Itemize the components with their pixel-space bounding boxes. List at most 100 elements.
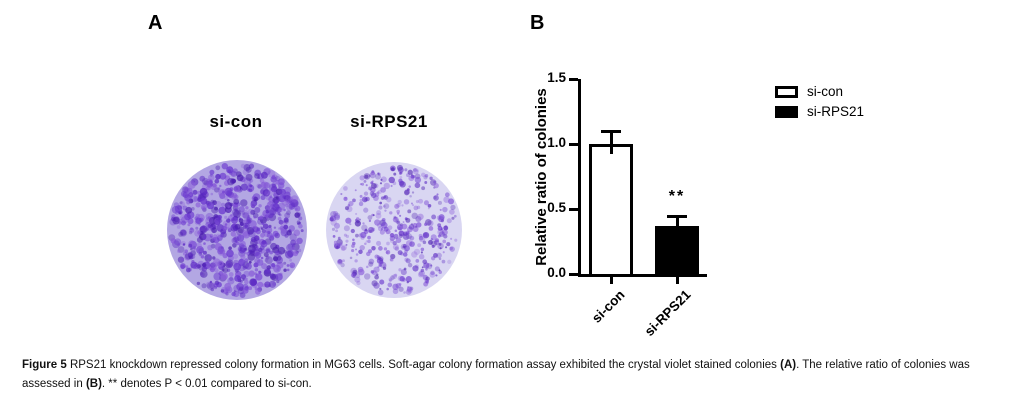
colony-speck	[355, 248, 357, 251]
colony-speck	[209, 169, 215, 175]
colony-speck	[368, 174, 372, 177]
colony-speck	[203, 242, 206, 245]
colony-speck	[278, 227, 281, 230]
colony-speck	[176, 225, 181, 229]
colony-speck	[230, 231, 236, 237]
colony-speck	[207, 244, 213, 251]
colony-speck	[188, 243, 193, 248]
colony-speck	[388, 277, 393, 282]
legend-label: si-RPS21	[807, 104, 865, 119]
colony-speck	[347, 204, 351, 207]
colony-speck	[245, 206, 249, 210]
colony-speck	[333, 214, 340, 221]
colony-speck	[211, 227, 217, 234]
colony-speck	[269, 250, 273, 255]
colony-speck	[355, 253, 359, 256]
colony-speck	[265, 195, 271, 201]
colony-speck	[199, 225, 208, 234]
colony-speck	[334, 244, 339, 249]
colony-speck	[418, 235, 426, 243]
colony-speck	[240, 254, 246, 260]
colony-speck	[272, 282, 276, 286]
colony-speck	[355, 217, 360, 221]
colony-speck	[289, 262, 296, 269]
colony-speck	[186, 200, 191, 205]
error-bar-cap	[667, 214, 687, 218]
colony-speck	[248, 245, 256, 253]
colony-speck	[198, 252, 203, 256]
colony-speck	[274, 250, 280, 255]
colony-speck	[278, 182, 285, 189]
colony-speck	[350, 272, 356, 278]
colony-speck	[192, 189, 198, 195]
colony-speck	[298, 216, 303, 221]
colony-speck	[333, 242, 341, 250]
colony-speck	[377, 265, 380, 269]
colony-speck	[227, 205, 231, 209]
colony-speck	[393, 215, 397, 219]
colony-speck	[386, 241, 390, 246]
colony-speck	[277, 216, 282, 221]
colony-speck	[180, 190, 187, 197]
colony-speck	[226, 218, 231, 223]
colony-speck	[403, 252, 408, 257]
colony-speck	[286, 210, 291, 216]
colony-speck	[190, 247, 193, 251]
colony-speck	[286, 264, 290, 267]
colony-speck	[428, 226, 434, 231]
colony-speck	[363, 173, 371, 180]
y-axis	[578, 79, 581, 277]
colony-speck	[379, 201, 383, 205]
colony-speck	[269, 234, 275, 240]
colony-speck	[363, 207, 369, 213]
colony-speck	[259, 178, 265, 183]
colony-speck	[180, 214, 187, 221]
x-tick	[675, 277, 679, 284]
colony-speck	[385, 250, 391, 255]
colony-speck	[392, 283, 399, 291]
colony-speck	[364, 174, 369, 179]
colony-speck	[260, 232, 265, 238]
figure-caption: Figure 5 RPS21 knockdown repressed colon…	[22, 356, 1014, 394]
colony-speck	[264, 268, 271, 275]
colony-speck	[270, 242, 278, 250]
colony-speck	[205, 200, 210, 205]
colony-speck	[188, 192, 194, 197]
colony-speck	[231, 291, 236, 297]
colony-speck	[201, 206, 206, 211]
colony-speck	[438, 231, 445, 237]
colony-speck	[206, 202, 214, 210]
colony-speck	[229, 276, 234, 281]
colony-speck	[450, 204, 456, 210]
colony-speck	[268, 280, 277, 288]
colony-speck	[272, 174, 275, 178]
colony-speck	[195, 226, 199, 230]
colony-speck	[277, 256, 283, 262]
colony-speck	[370, 192, 377, 199]
colony-speck	[257, 176, 261, 180]
colony-speck	[248, 286, 253, 291]
colony-speck	[291, 246, 296, 251]
colony-speck	[239, 279, 243, 283]
colony-speck	[433, 195, 439, 201]
colony-speck	[287, 198, 293, 204]
colony-speck	[430, 264, 433, 267]
colony-speck	[383, 205, 386, 208]
colony-speck	[335, 229, 339, 233]
colony-speck	[341, 244, 347, 251]
colony-speck	[426, 263, 433, 270]
colony-speck	[255, 273, 263, 281]
colony-speck	[338, 242, 343, 247]
colony-speck	[185, 265, 189, 269]
y-tick	[569, 208, 578, 211]
colony-speck	[260, 187, 269, 196]
colony-speck	[225, 292, 229, 296]
colony-speck	[246, 217, 251, 222]
colony-speck	[174, 205, 183, 213]
y-tick-label: 0.0	[547, 265, 566, 280]
colony-speck	[332, 210, 339, 217]
colony-speck	[371, 280, 378, 287]
colony-speck	[383, 195, 387, 199]
colony-speck	[227, 199, 230, 202]
colony-speck	[255, 247, 259, 251]
